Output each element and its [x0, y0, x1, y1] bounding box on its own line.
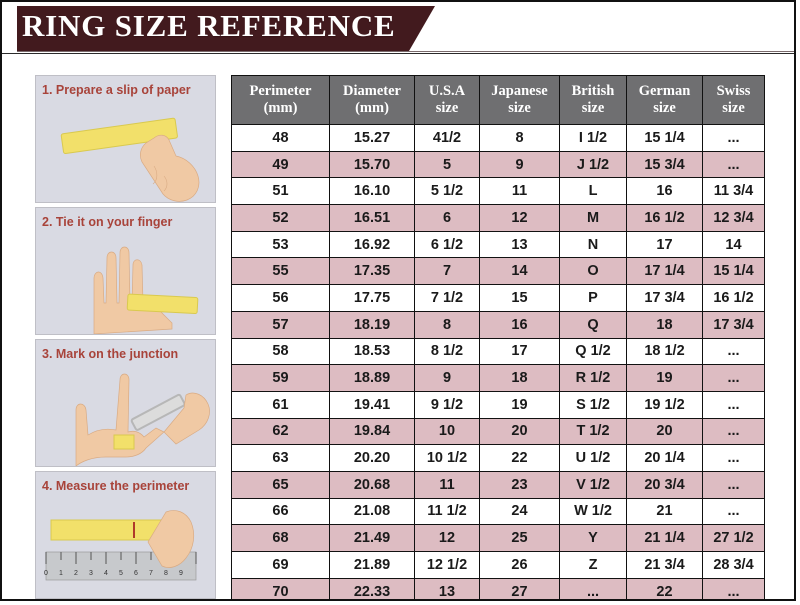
svg-text:1: 1 [59, 570, 63, 577]
svg-text:8: 8 [164, 570, 168, 577]
svg-text:7: 7 [149, 570, 153, 577]
svg-text:6: 6 [134, 570, 138, 577]
svg-text:0: 0 [44, 570, 48, 577]
svg-text:5: 5 [119, 570, 123, 577]
svg-text:4: 4 [104, 570, 108, 577]
svg-text:9: 9 [179, 570, 183, 577]
svg-text:3: 3 [89, 570, 93, 577]
svg-text:2: 2 [74, 570, 78, 577]
